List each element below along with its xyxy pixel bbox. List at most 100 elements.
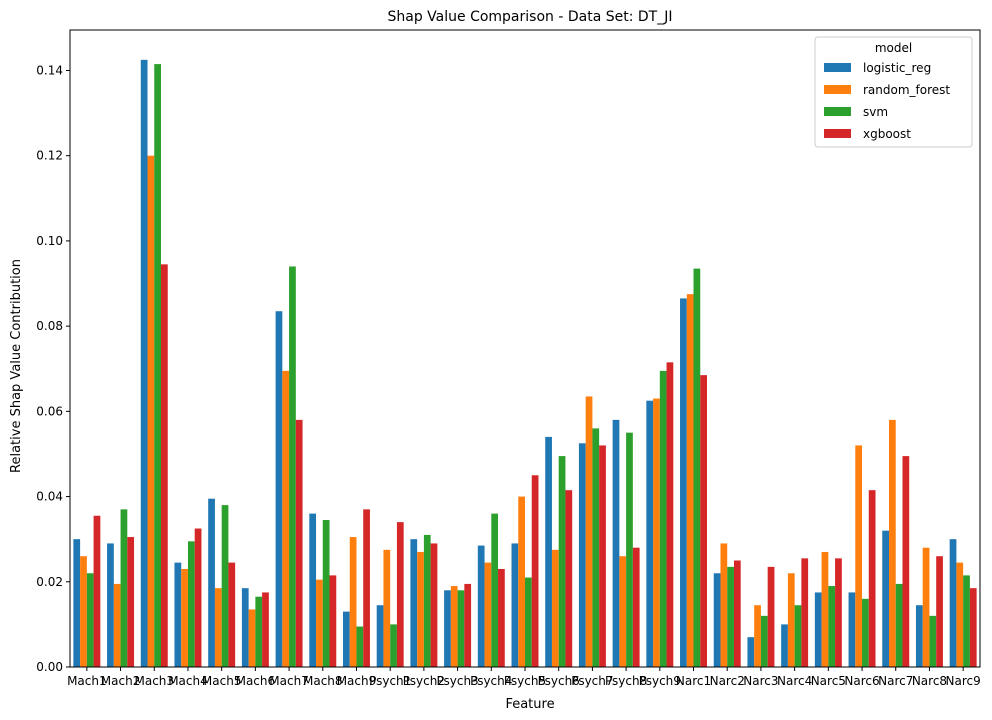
bar-random_forest-Narc2: [720, 543, 728, 667]
bar-xgboost-Psych9: [666, 362, 674, 667]
bar-xgboost-Psych1: [396, 522, 404, 667]
bar-svm-Narc6: [862, 598, 869, 667]
bar-xgboost-Mach8: [329, 575, 337, 667]
x-tick-label: Psych5: [504, 674, 546, 688]
plot-frame: [69, 29, 981, 668]
bar-svm-Narc7: [895, 583, 903, 667]
x-tick-label: Mach3: [134, 674, 174, 688]
bar-random_forest-Mach7: [282, 370, 290, 667]
bar-random_forest-Psych5: [518, 496, 525, 667]
bar-logistic_reg-Psych8: [612, 419, 620, 667]
x-tick-label: Mach2: [101, 674, 141, 688]
bar-xgboost-Psych2: [430, 543, 438, 667]
bar-svm-Mach3: [154, 64, 161, 667]
bar-logistic_reg-Mach8: [309, 513, 317, 667]
x-axis-label: Feature: [505, 697, 554, 712]
x-tick-label: Psych9: [639, 674, 681, 688]
bar-xgboost-Mach9: [363, 509, 370, 667]
bar-random_forest-Narc8: [922, 547, 930, 667]
bar-random_forest-Narc6: [855, 445, 863, 667]
bar-xgboost-Narc9: [969, 588, 977, 667]
bar-xgboost-Narc4: [801, 558, 809, 667]
bar-svm-Psych7: [592, 428, 600, 667]
legend-label-xgboost: xgboost: [863, 127, 911, 141]
bar-random_forest-Psych8: [619, 556, 627, 667]
x-tick-label: Narc1: [676, 674, 711, 688]
legend-swatch-xgboost: [824, 129, 851, 138]
bar-svm-Mach2: [120, 509, 128, 667]
bar-logistic_reg-Psych5: [511, 543, 519, 667]
bar-xgboost-Narc1: [700, 375, 707, 667]
x-tick-label: Mach7: [269, 674, 309, 688]
bar-logistic_reg-Narc1: [680, 298, 687, 667]
x-tick-label: Narc2: [710, 674, 745, 688]
bar-random_forest-Mach6: [248, 609, 256, 667]
bar-logistic_reg-Mach9: [343, 611, 350, 667]
bar-random_forest-Narc3: [754, 605, 761, 667]
bar-svm-Narc1: [693, 268, 701, 667]
bar-xgboost-Narc2: [733, 560, 741, 667]
bar-logistic_reg-Mach5: [208, 498, 215, 667]
bar-logistic_reg-Mach6: [241, 588, 249, 667]
bar-xgboost-Psych6: [565, 490, 573, 667]
bar-xgboost-Narc6: [868, 490, 876, 667]
bar-logistic_reg-Psych1: [376, 605, 384, 667]
x-axis: Mach1Mach2Mach3Mach4Mach5Mach6Mach7Mach8…: [67, 667, 981, 688]
legend-label-svm: svm: [863, 105, 888, 119]
bar-logistic_reg-Narc8: [915, 605, 923, 667]
bar-random_forest-Psych2: [417, 551, 424, 667]
y-tick-label: 0.02: [36, 575, 63, 589]
bar-random_forest-Mach3: [147, 155, 155, 667]
bar-svm-Mach6: [255, 596, 263, 667]
bar-logistic_reg-Narc6: [848, 592, 856, 667]
bars-group: [73, 59, 977, 667]
legend-swatch-logistic_reg: [824, 63, 851, 72]
bar-logistic_reg-Psych6: [545, 436, 552, 667]
bar-logistic_reg-Mach1: [73, 539, 81, 667]
x-tick-label: Mach1: [67, 674, 107, 688]
x-tick-label: Psych6: [538, 674, 580, 688]
x-tick-label: Narc9: [946, 674, 981, 688]
bar-svm-Mach1: [86, 573, 94, 667]
x-tick-label: Mach6: [236, 674, 276, 688]
y-tick-label: 0.10: [36, 234, 63, 248]
legend-title: model: [875, 41, 912, 55]
x-tick-label: Narc3: [743, 674, 778, 688]
bar-random_forest-Mach4: [181, 569, 188, 667]
x-tick-label: Narc5: [811, 674, 846, 688]
bar-random_forest-Psych1: [383, 549, 391, 667]
y-tick-label: 0.04: [36, 490, 63, 504]
bar-logistic_reg-Narc4: [781, 624, 788, 667]
bar-svm-Psych2: [423, 534, 431, 667]
x-tick-label: Narc4: [777, 674, 812, 688]
x-tick-label: Narc6: [844, 674, 879, 688]
bar-xgboost-Mach3: [161, 264, 168, 667]
bar-logistic_reg-Psych4: [477, 545, 485, 667]
bar-random_forest-Psych3: [450, 586, 458, 667]
bar-svm-Narc2: [727, 566, 734, 667]
x-tick-label: Mach9: [337, 674, 377, 688]
legend-label-random_forest: random_forest: [863, 83, 950, 97]
bar-logistic_reg-Narc2: [713, 573, 721, 667]
bar-random_forest-Psych6: [551, 549, 559, 667]
bar-xgboost-Narc8: [936, 556, 943, 667]
bar-random_forest-Narc5: [821, 551, 829, 667]
bar-random_forest-Narc1: [686, 294, 694, 667]
bar-svm-Psych3: [457, 590, 465, 667]
chart-title: Shap Value Comparison - Data Set: DT_JI: [388, 9, 673, 25]
bar-logistic_reg-Psych3: [444, 590, 451, 667]
y-tick-label: 0.12: [36, 149, 63, 163]
y-axis: 0.00 0.02 0.04 0.06 0.08 0.10 0.12 0.14: [36, 63, 70, 674]
legend-swatch-random_forest: [824, 85, 851, 94]
y-tick-label: 0.00: [36, 660, 63, 674]
bar-logistic_reg-Narc3: [747, 637, 755, 667]
bar-svm-Mach8: [322, 520, 330, 667]
y-tick-label: 0.06: [36, 404, 63, 418]
bar-svm-Psych5: [525, 577, 532, 667]
x-tick-label: Mach5: [202, 674, 242, 688]
bar-logistic_reg-Mach2: [107, 543, 114, 667]
bar-xgboost-Narc7: [902, 456, 910, 667]
